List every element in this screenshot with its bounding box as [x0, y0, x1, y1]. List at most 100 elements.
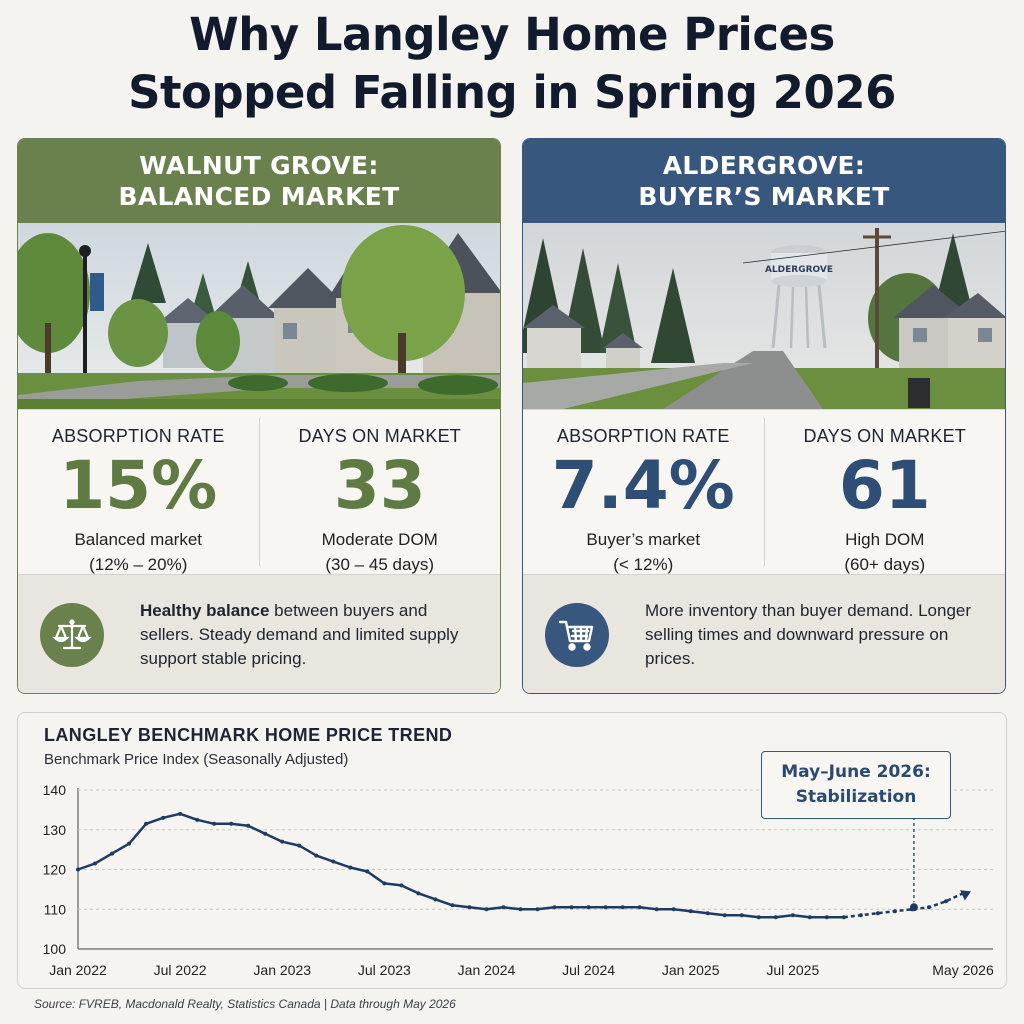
callout-line-1: May–June 2026: [781, 762, 931, 782]
projection-point [943, 899, 948, 904]
data-point [450, 903, 455, 908]
data-point [654, 907, 659, 912]
x-tick-label: Jan 2023 [253, 962, 311, 978]
y-tick-label: 140 [43, 782, 67, 798]
aldergrove-note-text: More inventory than buyer demand. Longer… [645, 601, 972, 668]
y-tick-label: 100 [43, 941, 67, 957]
walnut-note-rest: between buyers and sellers. Steady deman… [140, 601, 459, 668]
walnut-absorption-desc: Balanced market (12% – 20%) [74, 527, 202, 577]
callout-line-2: Stabilization [795, 787, 917, 807]
x-tick-label: Jul 2023 [358, 962, 411, 978]
walnut-grove-note: Healthy balance between buyers and selle… [18, 574, 500, 693]
price-trend-chart: 100 110 120 130 140 Jan 2022 Jul 2022 Jan 2023 J… [17, 712, 1007, 989]
data-point [739, 913, 744, 918]
walnut-note-bold: Healthy balance [140, 601, 270, 620]
data-point [382, 881, 387, 886]
shopping-cart-icon [545, 603, 609, 667]
x-tick-label: May 2026 [932, 962, 994, 978]
data-point [569, 905, 574, 910]
aldergrove-heading-1: ALDERGROVE: [662, 151, 866, 180]
data-point [110, 851, 115, 856]
price-trend-svg: 100 110 120 130 140 Jan 2022 Jul 2022 Jan 2023 J… [43, 782, 994, 978]
aldergrove-note: More inventory than buyer demand. Longer… [523, 574, 1005, 693]
walnut-dom-value: 33 [333, 447, 426, 524]
aldergrove-dom-desc-2: (60+ days) [844, 555, 926, 574]
aldergrove-stats: ABSORPTION RATE 7.4% Buyer’s market (< 1… [523, 409, 1005, 574]
walnut-grove-heading-2: BALANCED MARKET [118, 182, 400, 211]
y-tick-label: 110 [44, 901, 67, 917]
data-point [722, 913, 727, 918]
x-tick-label: Jul 2024 [562, 962, 615, 978]
walnut-dom-desc-2: (30 – 45 days) [325, 555, 435, 574]
walnut-dom-desc: Moderate DOM (30 – 45 days) [322, 527, 438, 577]
projection-point [926, 905, 931, 910]
data-point [807, 915, 812, 920]
walnut-grove-photo [18, 223, 500, 409]
annotation-marker [909, 903, 918, 912]
walnut-dom-desc-1: Moderate DOM [321, 530, 438, 549]
data-point [263, 831, 268, 836]
aldergrove-absorption-desc-2: (< 12%) [613, 555, 674, 574]
x-tick-label: Jan 2022 [49, 962, 107, 978]
data-point [501, 905, 506, 910]
data-point [518, 907, 523, 912]
data-point [127, 841, 132, 846]
data-point [824, 915, 829, 920]
x-tick-label: Jan 2024 [458, 962, 516, 978]
data-point [297, 843, 302, 848]
data-point [773, 915, 778, 920]
walnut-grove-heading-1: WALNUT GROVE: [139, 151, 379, 180]
data-point [365, 869, 370, 874]
data-point [603, 905, 608, 910]
projection-point [892, 909, 897, 914]
data-point [76, 867, 80, 872]
data-point [280, 839, 285, 844]
aldergrove-card: ALDERGROVE: BUYER’S MARKET ALDERGROVE [522, 138, 1006, 694]
price-line [77, 812, 844, 919]
projection-point [858, 913, 863, 918]
data-point [178, 811, 183, 816]
aldergrove-heading-2: BUYER’S MARKET [638, 182, 890, 211]
walnut-dom-stat: DAYS ON MARKET 33 Moderate DOM (30 – 45 … [258, 418, 501, 574]
aldergrove-photo: ALDERGROVE [523, 223, 1005, 409]
data-point [195, 817, 200, 822]
data-point [637, 905, 642, 910]
data-point [467, 905, 472, 910]
data-point [552, 905, 557, 910]
chart-subtitle: Benchmark Price Index (Seasonally Adjust… [44, 751, 349, 768]
aldergrove-absorption-stat: ABSORPTION RATE 7.4% Buyer’s market (< 1… [523, 410, 764, 574]
aldergrove-dom-stat: DAYS ON MARKET 61 High DOM (60+ days) [763, 418, 1006, 574]
data-point [314, 853, 319, 858]
walnut-grove-note-text: Healthy balance between buyers and selle… [140, 599, 470, 671]
trend-arrow-icon [960, 890, 971, 901]
walnut-absorption-stat: ABSORPTION RATE 15% Balanced market (12%… [18, 410, 259, 574]
data-point [671, 907, 676, 912]
water-tower-label: ALDERGROVE [765, 265, 833, 275]
data-point [484, 907, 489, 912]
page-title: Why Langley Home Prices Stopped Falling … [0, 6, 1024, 122]
data-point [535, 907, 540, 912]
data-point [229, 821, 234, 826]
chart-title: LANGLEY BENCHMARK HOME PRICE TREND [44, 725, 453, 745]
x-tick-label: Jul 2025 [766, 962, 819, 978]
walnut-absorption-desc-2: (12% – 20%) [89, 555, 188, 574]
aldergrove-header: ALDERGROVE: BUYER’S MARKET [523, 139, 1005, 223]
data-point [348, 865, 353, 870]
data-point [756, 915, 761, 920]
data-point [705, 911, 710, 916]
data-point [790, 913, 795, 918]
data-point [688, 909, 693, 914]
aldergrove-dom-desc-1: High DOM [845, 530, 925, 549]
walnut-absorption-label: ABSORPTION RATE [51, 426, 225, 446]
projection-line [843, 892, 964, 919]
data-point [586, 905, 591, 910]
walnut-dom-label: DAYS ON MARKET [298, 426, 461, 446]
data-point [433, 897, 438, 902]
walnut-grove-card: WALNUT GROVE: BALANCED MARKET [17, 138, 501, 694]
data-point [212, 821, 217, 826]
aldergrove-dom-value: 61 [838, 447, 931, 524]
aldergrove-absorption-label: ABSORPTION RATE [556, 426, 730, 446]
y-tick-label: 120 [43, 862, 67, 878]
aldergrove-absorption-value: 7.4% [551, 447, 735, 524]
walnut-absorption-desc-1: Balanced market [74, 530, 203, 549]
